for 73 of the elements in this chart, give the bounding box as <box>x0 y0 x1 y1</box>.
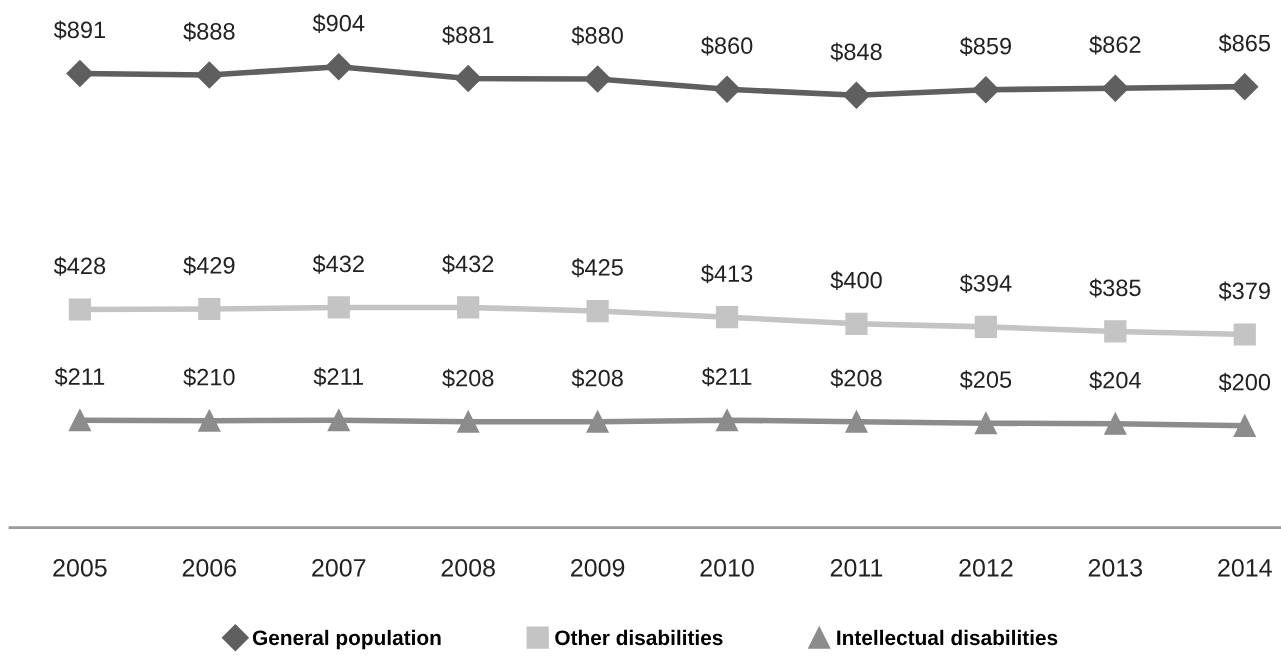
data-label: $413 <box>701 264 753 284</box>
point <box>586 299 609 323</box>
point <box>713 75 741 103</box>
data-label: $860 <box>701 36 753 56</box>
point <box>1104 412 1127 435</box>
point <box>845 312 868 335</box>
data-label: $205 <box>959 370 1012 390</box>
x-tick-label: 2010 <box>700 558 754 577</box>
data-label: $394 <box>959 273 1012 294</box>
data-label: $429 <box>183 256 235 276</box>
x-tick-label: 2013 <box>1088 558 1143 577</box>
point <box>327 296 350 319</box>
data-label: $432 <box>312 254 364 274</box>
point <box>1233 323 1256 346</box>
legend-label: Intellectual disabilities <box>837 629 1058 646</box>
x-tick-label: 2012 <box>959 558 1013 577</box>
data-label: $891 <box>53 20 106 40</box>
point <box>1233 414 1256 437</box>
point <box>715 306 739 329</box>
data-label: $865 <box>1218 33 1271 53</box>
point <box>845 410 868 433</box>
x-tick-label: 2007 <box>312 558 366 577</box>
data-label: $881 <box>442 25 494 45</box>
point <box>974 412 998 435</box>
point <box>198 297 221 321</box>
data-label: $859 <box>959 36 1012 56</box>
point <box>195 61 223 89</box>
point <box>1231 73 1259 101</box>
data-label: $204 <box>1089 370 1141 390</box>
data-label: $862 <box>1089 35 1141 55</box>
data-label: $385 <box>1089 278 1141 298</box>
data-label: $208 <box>830 368 882 388</box>
data-label: $432 <box>442 254 494 274</box>
data-label: $425 <box>571 258 623 278</box>
data-label: $200 <box>1218 372 1271 392</box>
point <box>974 315 998 338</box>
data-label: $848 <box>830 42 882 62</box>
data-label: $379 <box>1218 281 1270 301</box>
point <box>68 298 92 321</box>
data-label: $210 <box>183 367 235 387</box>
point <box>457 296 480 319</box>
point <box>454 65 482 92</box>
x-tick-label: 2014 <box>1218 558 1272 577</box>
x-tick-label: 2009 <box>571 558 625 577</box>
point <box>198 409 221 432</box>
point <box>68 409 92 432</box>
data-label: $211 <box>54 367 105 387</box>
legend-label: Other disabilities <box>555 629 723 646</box>
x-tick-label: 2006 <box>182 558 237 577</box>
x-tick-label: 2008 <box>441 558 495 577</box>
data-label: $400 <box>830 270 882 290</box>
point <box>972 76 1000 104</box>
point <box>1101 74 1129 102</box>
point <box>1104 320 1127 343</box>
point <box>586 410 609 433</box>
data-label: $880 <box>571 26 623 46</box>
x-tick-label: 2005 <box>53 558 107 577</box>
legend-label: General population <box>252 629 441 650</box>
data-label: $428 <box>53 256 106 276</box>
data-label: $211 <box>313 367 363 387</box>
data-label: $208 <box>442 368 494 388</box>
data-label: $904 <box>312 13 365 33</box>
x-tick-label: 2011 <box>830 558 883 577</box>
point <box>843 81 870 109</box>
data-label: $211 <box>701 367 752 387</box>
data-label: $208 <box>571 368 623 388</box>
data-label: $888 <box>183 22 235 42</box>
point <box>325 53 353 81</box>
point <box>457 410 480 433</box>
point <box>584 65 612 93</box>
point <box>327 409 350 432</box>
point <box>715 409 739 432</box>
point <box>66 59 94 87</box>
